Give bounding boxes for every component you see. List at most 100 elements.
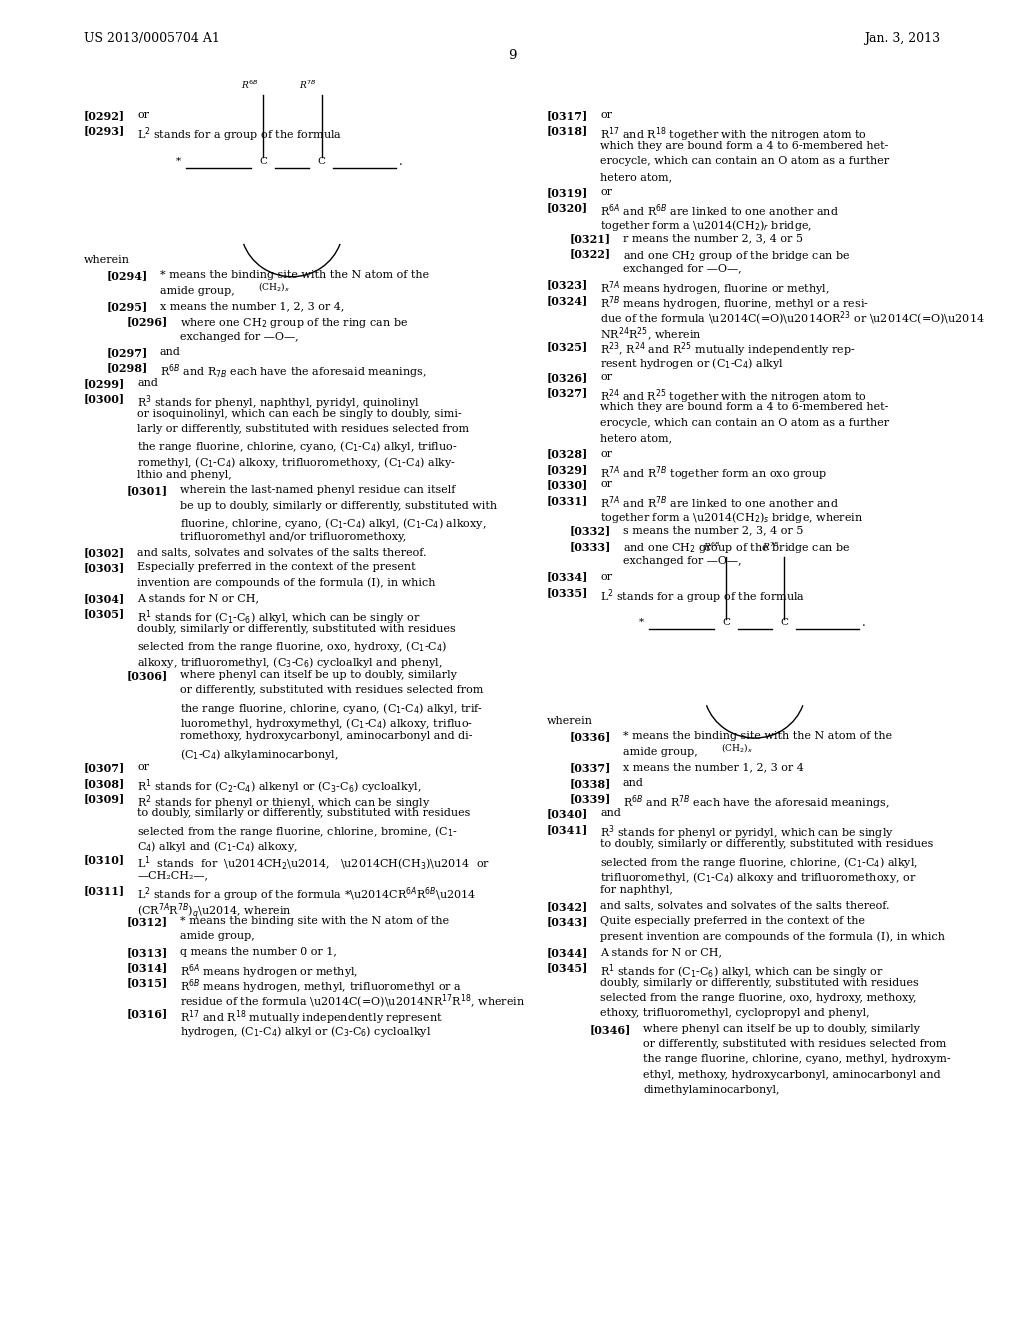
Text: R$^{17}$ and R$^{18}$ together with the nitrogen atom to: R$^{17}$ and R$^{18}$ together with the … xyxy=(600,125,867,144)
Text: [0343]: [0343] xyxy=(547,916,588,927)
Text: [0327]: [0327] xyxy=(547,387,588,399)
Text: erocycle, which can contain an O atom as a further: erocycle, which can contain an O atom as… xyxy=(600,156,889,166)
Text: .: . xyxy=(399,154,403,168)
Text: and: and xyxy=(137,378,158,388)
Text: [0333]: [0333] xyxy=(569,541,610,552)
Text: [0302]: [0302] xyxy=(84,546,125,558)
Text: hydrogen, (C$_1$-C$_4$) alkyl or (C$_3$-C$_6$) cycloalkyl: hydrogen, (C$_1$-C$_4$) alkyl or (C$_3$-… xyxy=(180,1024,431,1039)
Text: trifluoromethyl, (C$_1$-C$_4$) alkoxy and trifluoromethoxy, or: trifluoromethyl, (C$_1$-C$_4$) alkoxy an… xyxy=(600,870,916,884)
Text: R$^{23}$, R$^{24}$ and R$^{25}$ mutually independently rep-: R$^{23}$, R$^{24}$ and R$^{25}$ mutually… xyxy=(600,341,856,359)
Text: [0336]: [0336] xyxy=(569,731,610,742)
Text: [0292]: [0292] xyxy=(84,111,125,121)
Text: amide group,: amide group, xyxy=(160,285,234,296)
Text: wherein: wherein xyxy=(547,717,593,726)
Text: x means the number 1, 2, 3 or 4,: x means the number 1, 2, 3 or 4, xyxy=(160,301,344,312)
Text: [0324]: [0324] xyxy=(547,294,588,306)
Text: [0323]: [0323] xyxy=(547,280,588,290)
Text: [0345]: [0345] xyxy=(547,962,588,973)
Text: [0312]: [0312] xyxy=(127,916,168,927)
Text: [0320]: [0320] xyxy=(547,202,588,214)
Text: [0321]: [0321] xyxy=(569,234,610,244)
Text: where phenyl can itself be up to doubly, similarly: where phenyl can itself be up to doubly,… xyxy=(180,671,457,680)
Text: C: C xyxy=(780,618,788,627)
Text: [0299]: [0299] xyxy=(84,378,125,389)
Text: ethyl, methoxy, hydroxycarbonyl, aminocarbonyl and: ethyl, methoxy, hydroxycarbonyl, aminoca… xyxy=(643,1069,941,1080)
Text: C: C xyxy=(317,157,326,166)
Text: x means the number 1, 2, 3 or 4: x means the number 1, 2, 3 or 4 xyxy=(623,762,804,772)
Text: selected from the range fluorine, oxo, hydroxy, methoxy,: selected from the range fluorine, oxo, h… xyxy=(600,993,916,1003)
Text: or differently, substituted with residues selected from: or differently, substituted with residue… xyxy=(643,1039,946,1049)
Text: [0294]: [0294] xyxy=(106,271,147,281)
Text: [0337]: [0337] xyxy=(569,762,610,774)
Text: R$^{17}$ and R$^{18}$ mutually independently represent: R$^{17}$ and R$^{18}$ mutually independe… xyxy=(180,1008,443,1027)
Text: C$_4$) alkyl and (C$_1$-C$_4$) alkoxy,: C$_4$) alkyl and (C$_1$-C$_4$) alkoxy, xyxy=(137,840,298,854)
Text: [0307]: [0307] xyxy=(84,762,125,774)
Text: R$^{7A}$ and R$^{7B}$ are linked to one another and: R$^{7A}$ and R$^{7B}$ are linked to one … xyxy=(600,495,839,511)
Text: (CH$_2$)$_x$: (CH$_2$)$_x$ xyxy=(721,742,753,754)
Text: R$^1$ stands for (C$_1$-C$_6$) alkyl, which can be singly or: R$^1$ stands for (C$_1$-C$_6$) alkyl, wh… xyxy=(600,962,884,981)
Text: R$^{7B}$ means hydrogen, fluorine, methyl or a resi-: R$^{7B}$ means hydrogen, fluorine, methy… xyxy=(600,294,869,313)
Text: [0341]: [0341] xyxy=(547,824,588,834)
Text: selected from the range fluorine, chlorine, bromine, (C$_1$-: selected from the range fluorine, chlori… xyxy=(137,824,458,838)
Text: amide group,: amide group, xyxy=(180,932,255,941)
Text: [0297]: [0297] xyxy=(106,347,147,358)
Text: alkoxy, trifluoromethyl, (C$_3$-C$_6$) cycloalkyl and phenyl,: alkoxy, trifluoromethyl, (C$_3$-C$_6$) c… xyxy=(137,655,442,669)
Text: and: and xyxy=(160,347,180,356)
Text: which they are bound form a 4 to 6-membered het-: which they are bound form a 4 to 6-membe… xyxy=(600,403,889,412)
Text: the range fluorine, chlorine, cyano, (C$_1$-C$_4$) alkyl, trifluo-: the range fluorine, chlorine, cyano, (C$… xyxy=(137,440,458,454)
Text: US 2013/0005704 A1: US 2013/0005704 A1 xyxy=(84,32,220,45)
Text: or: or xyxy=(137,762,150,772)
Text: R$^1$ stands for (C$_2$-C$_4$) alkenyl or (C$_3$-C$_6$) cycloalkyl,: R$^1$ stands for (C$_2$-C$_4$) alkenyl o… xyxy=(137,777,422,796)
Text: exchanged for —O—,: exchanged for —O—, xyxy=(623,264,741,275)
Text: together form a \u2014(CH$_2$)$_s$ bridge, wherein: together form a \u2014(CH$_2$)$_s$ bridg… xyxy=(600,510,863,525)
Text: q means the number 0 or 1,: q means the number 0 or 1, xyxy=(180,946,337,957)
Text: lthio and phenyl,: lthio and phenyl, xyxy=(137,470,232,480)
Text: or isoquinolinyl, which can each be singly to doubly, simi-: or isoquinolinyl, which can each be sing… xyxy=(137,409,462,418)
Text: hetero atom,: hetero atom, xyxy=(600,172,672,182)
Text: where phenyl can itself be up to doubly, similarly: where phenyl can itself be up to doubly,… xyxy=(643,1024,920,1034)
Text: [0310]: [0310] xyxy=(84,854,125,866)
Text: (C$_1$-C$_4$) alkylaminocarbonyl,: (C$_1$-C$_4$) alkylaminocarbonyl, xyxy=(180,747,339,762)
Text: [0339]: [0339] xyxy=(569,793,610,804)
Text: and salts, solvates and solvates of the salts thereof.: and salts, solvates and solvates of the … xyxy=(137,546,427,557)
Text: (CR$^{7A}$R$^{7B}$)$_q$\u2014, wherein: (CR$^{7A}$R$^{7B}$)$_q$\u2014, wherein xyxy=(137,900,292,921)
Text: and one CH$_2$ group of the bridge can be: and one CH$_2$ group of the bridge can b… xyxy=(623,541,850,554)
Text: luoromethyl, hydroxymethyl, (C$_1$-C$_4$) alkoxy, trifluo-: luoromethyl, hydroxymethyl, (C$_1$-C$_4$… xyxy=(180,717,473,731)
Text: 9: 9 xyxy=(508,49,516,62)
Text: R$^{6B}$ and R$_{7B}$ each have the aforesaid meanings,: R$^{6B}$ and R$_{7B}$ each have the afor… xyxy=(160,363,426,381)
Text: present invention are compounds of the formula (I), in which: present invention are compounds of the f… xyxy=(600,932,945,942)
Text: A stands for N or CH,: A stands for N or CH, xyxy=(600,946,722,957)
Text: NR$^{24}$R$^{25}$, wherein: NR$^{24}$R$^{25}$, wherein xyxy=(600,326,701,343)
Text: or differently, substituted with residues selected from: or differently, substituted with residue… xyxy=(180,685,483,696)
Text: R$^{6A}$ and R$^{6B}$ are linked to one another and: R$^{6A}$ and R$^{6B}$ are linked to one … xyxy=(600,202,839,219)
Text: larly or differently, substituted with residues selected from: larly or differently, substituted with r… xyxy=(137,424,469,434)
Text: amide group,: amide group, xyxy=(623,747,697,756)
Text: s means the number 2, 3, 4 or 5: s means the number 2, 3, 4 or 5 xyxy=(623,525,803,536)
Text: [0342]: [0342] xyxy=(547,900,588,912)
Text: romethyl, (C$_1$-C$_4$) alkoxy, trifluoromethoxy, (C$_1$-C$_4$) alky-: romethyl, (C$_1$-C$_4$) alkoxy, trifluor… xyxy=(137,454,456,470)
Text: R$^{7A}$ means hydrogen, fluorine or methyl,: R$^{7A}$ means hydrogen, fluorine or met… xyxy=(600,280,829,298)
Text: trifluoromethyl and/or trifluoromethoxy,: trifluoromethyl and/or trifluoromethoxy, xyxy=(180,532,407,541)
Text: [0309]: [0309] xyxy=(84,793,125,804)
Text: exchanged for —O—,: exchanged for —O—, xyxy=(623,556,741,566)
Text: to doubly, similarly or differently, substituted with residues: to doubly, similarly or differently, sub… xyxy=(600,840,934,849)
Text: r means the number 2, 3, 4 or 5: r means the number 2, 3, 4 or 5 xyxy=(623,234,803,243)
Text: [0318]: [0318] xyxy=(547,125,588,136)
Text: —CH₂CH₂—,: —CH₂CH₂—, xyxy=(137,870,208,880)
Text: or: or xyxy=(600,111,612,120)
Text: [0346]: [0346] xyxy=(590,1024,631,1035)
Text: [0331]: [0331] xyxy=(547,495,588,506)
Text: R$^{6B}$: R$^{6B}$ xyxy=(241,79,258,91)
Text: due of the formula \u2014C(=O)\u2014OR$^{23}$ or \u2014C(=O)\u2014: due of the formula \u2014C(=O)\u2014OR$^… xyxy=(600,310,985,329)
Text: [0338]: [0338] xyxy=(569,777,610,788)
Text: and: and xyxy=(623,777,643,788)
Text: or: or xyxy=(600,479,612,490)
Text: R$^{6B}$: R$^{6B}$ xyxy=(703,540,721,553)
Text: selected from the range fluorine, oxo, hydroxy, (C$_1$-C$_4$): selected from the range fluorine, oxo, h… xyxy=(137,639,447,655)
Text: [0322]: [0322] xyxy=(569,248,610,260)
Text: [0295]: [0295] xyxy=(106,301,147,312)
Text: R$^{7B}$: R$^{7B}$ xyxy=(299,79,316,91)
Text: doubly, similarly or differently, substituted with residues: doubly, similarly or differently, substi… xyxy=(600,978,919,987)
Text: R$^{6B}$ means hydrogen, methyl, trifluoromethyl or a: R$^{6B}$ means hydrogen, methyl, trifluo… xyxy=(180,978,462,997)
Text: exchanged for —O—,: exchanged for —O—, xyxy=(180,331,299,342)
